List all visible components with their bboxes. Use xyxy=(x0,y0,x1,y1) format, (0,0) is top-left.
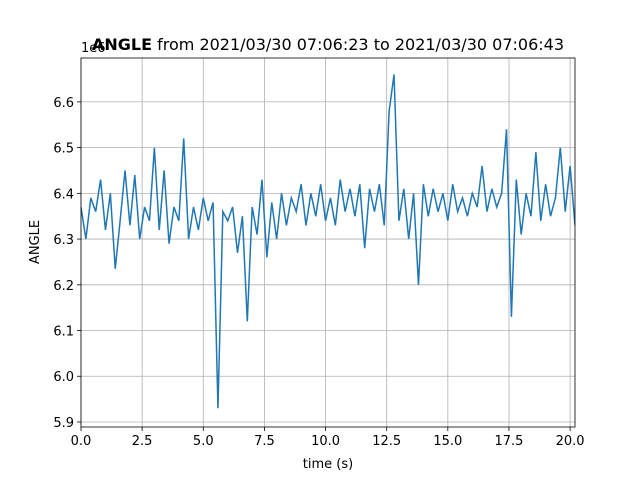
y-tick-label: 6.2 xyxy=(53,279,74,294)
y-offset-label: 1e6 xyxy=(81,41,106,56)
x-axis-label: time (s) xyxy=(303,457,353,472)
y-tick-label: 6.6 xyxy=(53,96,74,111)
y-tick-label: 6.3 xyxy=(53,233,74,248)
title-bold: ANGLE xyxy=(92,35,152,54)
x-tick-label: 2.5 xyxy=(132,434,153,449)
x-tick-label: 5.0 xyxy=(193,434,214,449)
x-tick-label: 20.0 xyxy=(556,434,585,449)
x-tick-label: 0.0 xyxy=(71,434,92,449)
y-tick-label: 5.9 xyxy=(53,416,74,431)
data-line xyxy=(81,74,575,409)
y-tick-label: 6.1 xyxy=(53,325,74,340)
x-tick-label: 7.5 xyxy=(254,434,275,449)
plot-frame xyxy=(80,57,576,428)
x-tick-label: 17.5 xyxy=(494,434,523,449)
y-tick-label: 6.4 xyxy=(53,187,74,202)
x-tick-label: 15.0 xyxy=(433,434,462,449)
y-tick-label: 6.0 xyxy=(53,370,74,385)
x-tick-label: 10.0 xyxy=(311,434,340,449)
title-rest: from 2021/03/30 07:06:23 to 2021/03/30 0… xyxy=(152,35,564,54)
x-tick-label: 12.5 xyxy=(372,434,401,449)
y-tick-label: 6.5 xyxy=(53,142,74,157)
chart-title: ANGLE from 2021/03/30 07:06:23 to 2021/0… xyxy=(92,35,564,54)
y-axis-label: ANGLE xyxy=(28,220,43,264)
